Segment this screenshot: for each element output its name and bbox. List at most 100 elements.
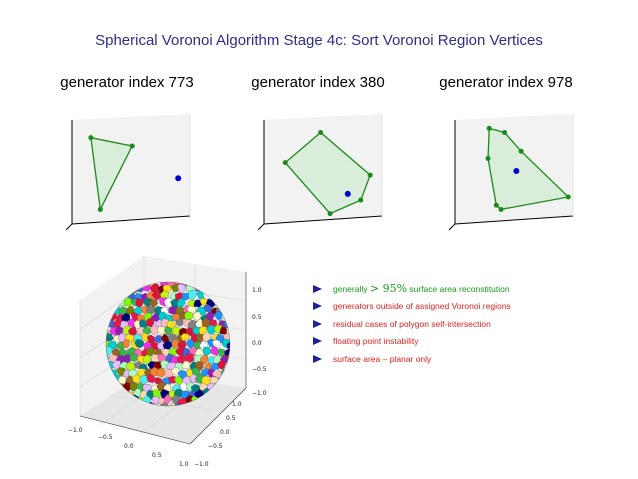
panel-title-773: generator index 773 [60, 74, 194, 91]
axis-line [454, 215, 574, 225]
sphere-voronoi-cell [184, 311, 194, 320]
finding-item: generators outside of assigned Voronoi r… [313, 298, 633, 316]
sphere-voronoi-cell [210, 345, 219, 356]
finding-item: residual cases of polygon self-intersect… [313, 315, 633, 333]
triangle-bullet-icon [313, 302, 322, 311]
triangle-bullet-icon [313, 319, 322, 328]
region-vertex [358, 197, 364, 203]
region-vertex [498, 206, 504, 212]
x-tick: 1.0 [179, 461, 189, 468]
x-axis-line [79, 415, 191, 445]
voronoi-panel-773 [65, 114, 191, 231]
sphere-voronoi-cell [164, 326, 174, 336]
region-vertex [502, 129, 508, 135]
voronoi-panel-380 [257, 114, 383, 231]
sphere-voronoi-cell [106, 333, 114, 342]
panel-title-380: generator index 380 [251, 74, 385, 91]
sphere-voronoi-cell [185, 353, 195, 363]
x-tick: 0.5 [152, 452, 162, 459]
sphere-voronoi-cell [123, 297, 134, 307]
sphere-voronoi-cell [106, 346, 114, 356]
finding-item: generally > 95% surface area reconstitut… [313, 280, 633, 298]
region-vertex [88, 135, 94, 141]
region-vertex [485, 155, 491, 161]
sphere-voronoi-cell [192, 311, 203, 321]
sphere-voronoi-cell [155, 368, 167, 378]
y-tick: 0.5 [226, 415, 236, 422]
z-tick: 0.0 [252, 340, 262, 347]
sphere-voronoi-cell [164, 394, 172, 404]
region-vertex [367, 172, 373, 178]
finding-text: generally > 95% surface area reconstitut… [333, 282, 510, 296]
generator-point [344, 190, 351, 197]
triangle-bullet-icon [313, 354, 322, 363]
y-tick: −1.0 [194, 461, 209, 468]
sphere-voronoi-cell [181, 360, 191, 370]
sphere-voronoi-cell [102, 271, 112, 281]
sphere-voronoi-cell [131, 374, 142, 383]
triangle-bullet-icon [313, 284, 322, 293]
findings-list: generally > 95% surface area reconstitut… [313, 280, 633, 368]
sphere-voronoi-cell [135, 297, 144, 308]
main-title: Spherical Voronoi Algorithm Stage 4c: So… [95, 32, 543, 49]
sphere-voronoi-cell [122, 325, 131, 335]
axes-pane [72, 114, 190, 224]
sphere-voronoi-cell [146, 318, 155, 328]
sphere-voronoi-cell [202, 346, 211, 356]
region-vertex [486, 125, 492, 131]
region-vertex [129, 143, 135, 149]
sphere-voronoi-cell [177, 283, 186, 293]
axis-line [263, 215, 383, 225]
y-tick: 0.0 [220, 429, 230, 436]
x-tick: −1.0 [68, 427, 83, 434]
axis-line [448, 223, 456, 231]
sphere-voronoi-cell [122, 339, 130, 349]
finding-item: surface area – planar only [313, 350, 633, 368]
y-tick: −0.5 [208, 443, 223, 450]
panel-title-978: generator index 978 [439, 74, 573, 91]
sphere-voronoi-cell [119, 306, 128, 315]
finding-text: floating point instability [333, 336, 419, 347]
sphere-voronoi-cell [162, 340, 173, 350]
region-vertex [97, 206, 103, 212]
sphere-voronoi-cell [171, 326, 181, 336]
triangle-bullet-icon [313, 337, 322, 346]
sphere-3d-plot: 1.0 0.5 0.0 −0.5 −1.0 −1.0 −0.5 0.0 0.5 … [68, 256, 267, 468]
sphere-voronoi-cell [163, 383, 172, 392]
sphere-voronoi-cell [168, 403, 176, 406]
generator-point [175, 175, 182, 182]
axis-line [65, 223, 73, 231]
sphere-voronoi-cell [129, 353, 138, 362]
y-tick: 1.0 [232, 401, 242, 408]
sphere-voronoi-cell [146, 347, 157, 357]
sphere-voronoi-cell [121, 312, 131, 322]
sphere-voronoi-cell [151, 291, 163, 300]
sphere-voronoi-cell [187, 290, 197, 300]
region-vertex [327, 211, 333, 217]
sphere-voronoi-cell [175, 318, 184, 327]
sphere-voronoi-cell [213, 310, 224, 322]
axis-line [257, 223, 265, 231]
region-vertex [318, 129, 324, 135]
voronoi-region-polygon [487, 127, 570, 211]
region-vertex [282, 160, 288, 166]
region-vertex [493, 202, 499, 208]
voronoi-region-polygon [90, 136, 134, 212]
voronoi-panel-978 [448, 114, 574, 231]
region-vertex [518, 148, 524, 154]
y-axis-line [189, 387, 247, 445]
sphere-voronoi-cell [157, 326, 166, 335]
sphere-voronoi-cell [128, 326, 138, 336]
sphere-voronoi-cell [149, 325, 160, 336]
sphere-voronoi-cell [168, 376, 178, 384]
finding-text: generators outside of assigned Voronoi r… [333, 301, 511, 312]
z-tick: 1.0 [252, 287, 262, 294]
region-vertex [565, 194, 571, 200]
z-tick: −0.5 [252, 366, 267, 373]
finding-item: floating point instability [313, 333, 633, 351]
sphere-voronoi-cell [212, 368, 222, 379]
finding-text: surface area – planar only [333, 353, 432, 364]
finding-text: residual cases of polygon self-intersect… [333, 318, 491, 329]
sphere-voronoi-cell [133, 306, 143, 315]
sphere-voronoi-cell [146, 373, 156, 384]
